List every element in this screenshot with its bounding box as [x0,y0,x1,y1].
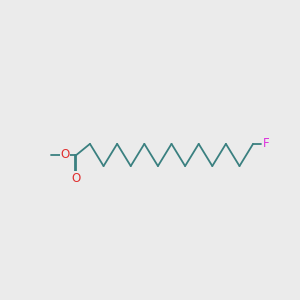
Text: O: O [72,172,81,184]
Text: O: O [60,148,69,161]
Text: F: F [263,137,270,150]
